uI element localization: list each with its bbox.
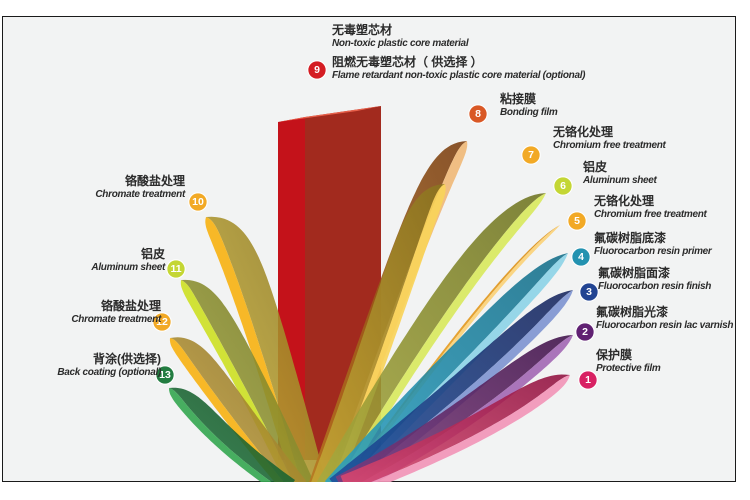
svg-text:6: 6 xyxy=(560,180,566,192)
svg-text:8: 8 xyxy=(475,108,481,120)
svg-text:11: 11 xyxy=(170,263,181,275)
svg-text:7: 7 xyxy=(528,149,534,161)
svg-text:2: 2 xyxy=(582,326,588,338)
svg-text:5: 5 xyxy=(574,215,580,227)
svg-text:1: 1 xyxy=(585,374,591,386)
svg-text:10: 10 xyxy=(192,196,204,208)
svg-text:9: 9 xyxy=(314,64,320,76)
svg-text:4: 4 xyxy=(578,251,584,263)
svg-text:3: 3 xyxy=(586,286,592,298)
